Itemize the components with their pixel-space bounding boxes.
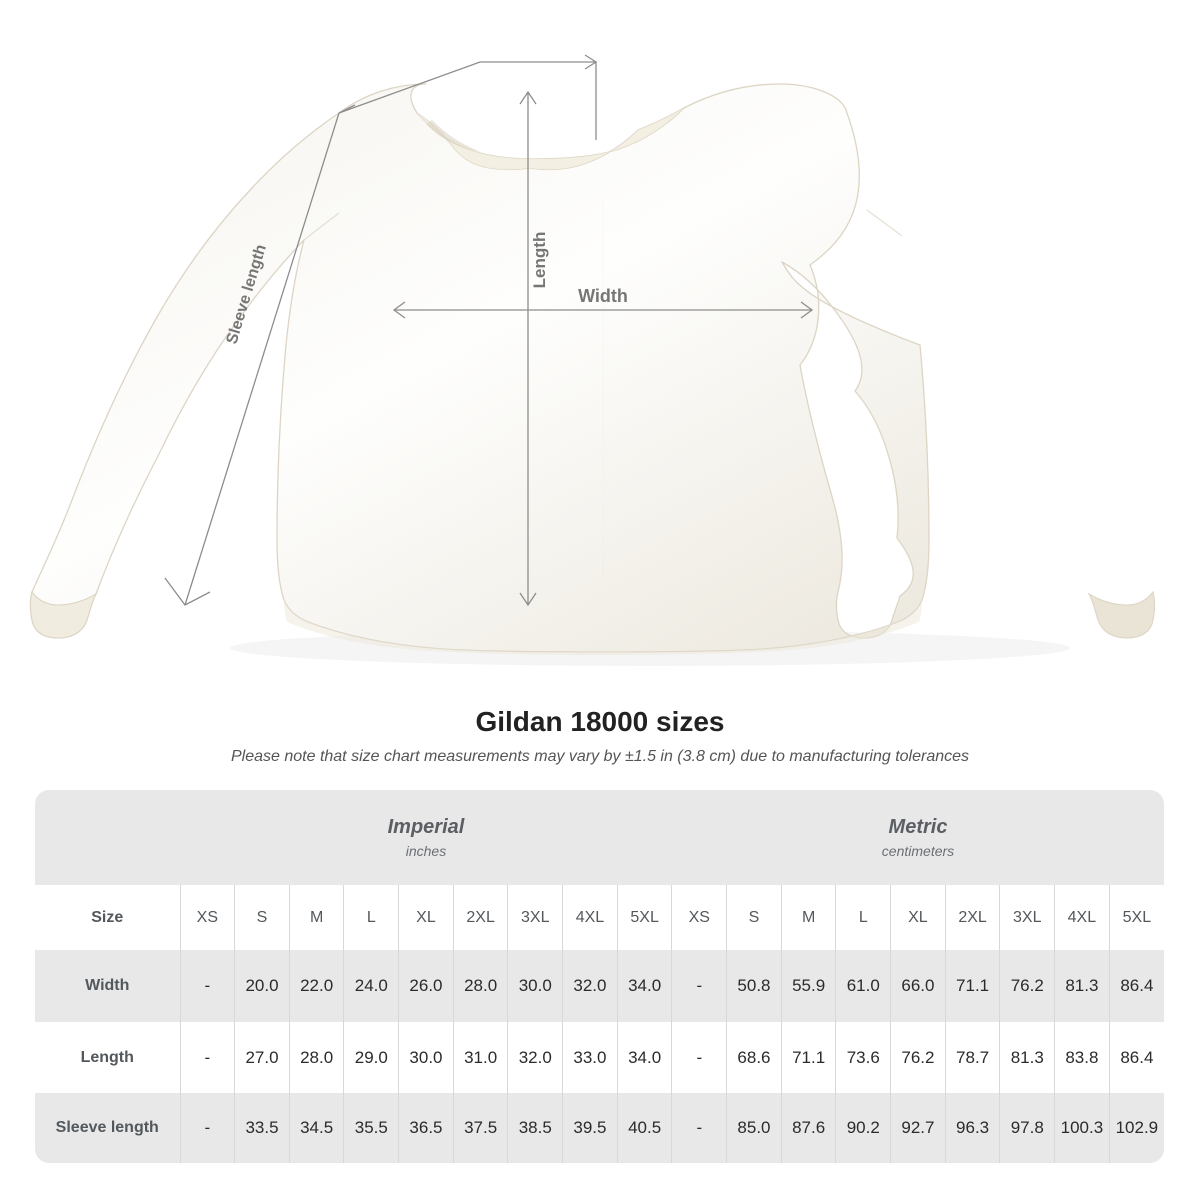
svg-text:Length: Length: [530, 232, 549, 289]
svg-text:Width: Width: [578, 286, 628, 306]
